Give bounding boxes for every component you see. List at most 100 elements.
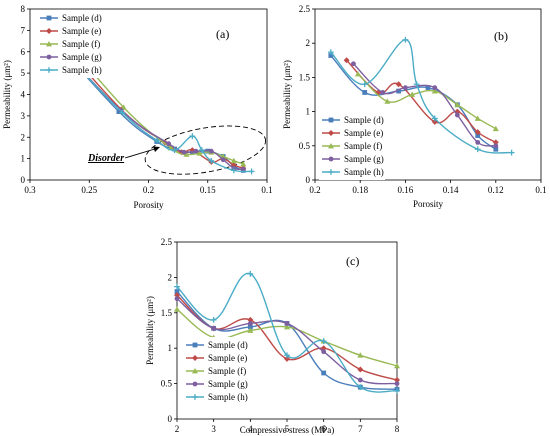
data-point — [394, 381, 400, 386]
series-sample-h- — [327, 36, 515, 156]
series-sample-h- — [174, 270, 400, 394]
data-point — [240, 160, 247, 167]
data-point — [116, 109, 122, 114]
x-axis-label: Porosity — [133, 200, 164, 210]
data-point — [208, 157, 215, 164]
series-sample-d- — [328, 53, 499, 152]
x-tick-label: 0.14 — [443, 185, 459, 195]
data-point — [247, 270, 254, 277]
y-tick-label: 7 — [21, 25, 26, 35]
data-point — [357, 352, 364, 358]
data-point — [409, 91, 416, 97]
legend-marker — [328, 169, 334, 175]
data-point — [396, 88, 402, 94]
data-point — [361, 81, 368, 88]
y-tick-label: 0 — [21, 175, 26, 185]
data-point — [174, 306, 180, 312]
legend: Sample (d) Sample (e) Sample (f) Sample (g)… — [37, 10, 103, 78]
data-point — [380, 90, 386, 95]
data-point — [357, 384, 364, 391]
data-point — [492, 139, 499, 146]
y-tick-label: 1.5 — [299, 72, 311, 82]
legend: Sample (d) Sample (e) Sample (f) Sample (g)… — [183, 337, 249, 405]
data-point — [351, 61, 356, 67]
data-point — [174, 289, 180, 294]
legend-entry: Sample (h) — [208, 392, 248, 402]
legend-marker — [46, 15, 52, 21]
y-tick-label: 5 — [21, 68, 26, 78]
data-point — [220, 153, 227, 159]
data-point — [394, 387, 400, 394]
data-point — [247, 316, 254, 323]
legend-marker — [328, 156, 334, 162]
data-point — [432, 85, 438, 91]
data-point — [189, 133, 196, 140]
data-point — [384, 98, 391, 104]
legend-entry: Sample (d) — [62, 13, 102, 23]
disorder-ellipse — [144, 125, 267, 175]
legend-entry: Sample (g) — [62, 52, 102, 62]
y-tick-label: 4 — [21, 90, 26, 100]
legend-marker — [328, 130, 334, 136]
x-tick-label: 2 — [175, 424, 180, 434]
data-point — [193, 148, 199, 154]
y-tick-label: 0.5 — [299, 141, 311, 151]
x-tick-label: 0.3 — [24, 185, 36, 195]
data-point — [327, 49, 334, 55]
data-point — [328, 53, 334, 58]
data-point — [395, 81, 402, 88]
data-point — [354, 70, 361, 77]
y-axis-label: Permeability (μm²) — [145, 296, 155, 365]
panel-label: (c) — [346, 254, 359, 268]
data-point — [198, 147, 205, 153]
data-point — [153, 137, 160, 144]
y-tick-label: 0 — [306, 175, 311, 185]
panel-label: (b) — [494, 29, 508, 43]
data-point — [493, 143, 499, 149]
legend-marker — [328, 143, 334, 149]
series-sample-f- — [354, 70, 499, 132]
data-point — [394, 362, 400, 369]
y-tick-label: 2 — [21, 132, 26, 142]
annotation-arrow — [124, 147, 159, 159]
data-point — [284, 352, 290, 359]
x-tick-label: 4 — [248, 424, 253, 434]
x-tick-label: 0.16 — [398, 185, 414, 195]
data-point — [284, 321, 290, 326]
x-tick-label: 0.25 — [81, 185, 97, 195]
data-point — [247, 324, 253, 330]
legend-marker — [46, 41, 52, 47]
x-axis-label: Compressive stress (MPa) — [240, 425, 335, 435]
legend-marker — [192, 381, 198, 387]
legend-marker — [192, 394, 198, 400]
chart-panel-c: 2 3 4 5 6 7 8 0 0.5 1 1.5 2 2.5 Compressive stress (M… — [145, 237, 400, 435]
panel-label: (a) — [216, 27, 229, 41]
x-tick-label: 6 — [321, 424, 326, 434]
y-tick-label: 1 — [168, 343, 173, 353]
x-tick-label: 0.15 — [200, 185, 216, 195]
data-point — [248, 168, 255, 175]
data-point — [240, 166, 246, 172]
data-point — [210, 316, 217, 323]
legend-marker — [192, 368, 198, 374]
data-point — [357, 366, 364, 373]
legend-entry: Sample (e) — [208, 353, 247, 363]
data-point — [454, 112, 460, 118]
data-point — [321, 370, 327, 376]
data-point — [284, 355, 290, 362]
data-point — [475, 139, 481, 145]
data-point — [247, 321, 253, 326]
y-tick-label: 6 — [21, 47, 26, 57]
legend-entry: Sample (h) — [344, 167, 384, 177]
data-point — [230, 167, 237, 174]
y-axis-label: Permeability (μm²) — [282, 60, 292, 129]
y-axis-label: Permeability (μm²) — [2, 60, 12, 129]
legend: Sample (d) Sample (e) Sample (f) Sample (g)… — [319, 112, 385, 180]
y-tick-label: 1 — [21, 154, 26, 164]
data-point — [174, 296, 180, 302]
data-point — [181, 149, 187, 155]
data-point — [208, 148, 214, 154]
data-point — [362, 90, 368, 95]
data-point — [454, 101, 461, 108]
